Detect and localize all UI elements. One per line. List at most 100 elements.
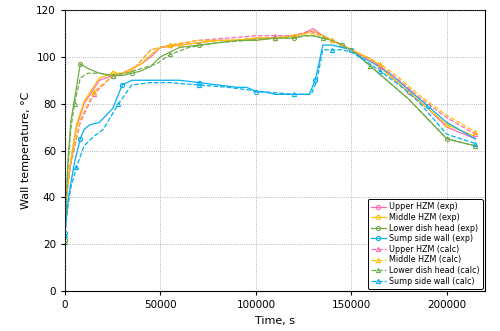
Lower dish head (exp) [176, 45, 182, 49]
Middle HZM (exp) [110, 71, 116, 75]
Sump side wall (exp) [320, 43, 326, 47]
Middle HZM (exp) [320, 34, 326, 38]
Sump side wall (calc) [330, 48, 336, 52]
Sump side wall (exp) [81, 127, 87, 131]
Lower dish head (exp) [300, 34, 306, 38]
Sump side wall (calc) [348, 50, 354, 54]
Lower dish head (exp) [320, 36, 326, 40]
Lower dish head (calc) [123, 71, 129, 75]
Sump side wall (exp) [176, 78, 182, 82]
Upper HZM (calc) [306, 29, 312, 33]
Middle HZM (exp) [358, 53, 364, 57]
Upper HZM (exp) [291, 34, 297, 38]
Middle HZM (exp) [406, 90, 411, 94]
Sump side wall (exp) [87, 123, 93, 127]
Sump side wall (exp) [444, 120, 450, 124]
Sump side wall (exp) [214, 83, 220, 87]
Upper HZM (calc) [68, 163, 73, 167]
Middle HZM (exp) [68, 158, 73, 162]
Upper HZM (exp) [330, 38, 336, 42]
Middle HZM (calc) [330, 38, 336, 42]
Upper HZM (calc) [444, 116, 450, 120]
Lower dish head (exp) [234, 38, 240, 42]
Middle HZM (exp) [472, 134, 478, 138]
Lower dish head (calc) [444, 137, 450, 141]
Upper HZM (exp) [176, 43, 182, 47]
Upper HZM (calc) [272, 34, 278, 38]
Middle HZM (exp) [272, 36, 278, 40]
Sump side wall (calc) [339, 48, 345, 52]
Upper HZM (exp) [110, 73, 116, 77]
Middle HZM (calc) [167, 43, 173, 47]
Sump side wall (exp) [472, 137, 478, 141]
Middle HZM (exp) [234, 38, 240, 42]
Lower dish head (calc) [406, 97, 411, 101]
Lower dish head (exp) [310, 34, 316, 38]
Sump side wall (exp) [249, 88, 255, 92]
Line: Lower dish head (calc): Lower dish head (calc) [63, 34, 478, 244]
Lower dish head (calc) [63, 210, 69, 213]
Line: Sump side wall (calc): Sump side wall (calc) [63, 48, 478, 237]
Lower dish head (calc) [320, 36, 326, 40]
Middle HZM (calc) [64, 191, 70, 195]
Upper HZM (exp) [358, 53, 364, 57]
Sump side wall (exp) [110, 107, 116, 111]
Middle HZM (exp) [386, 73, 392, 77]
Lower dish head (exp) [148, 64, 154, 68]
Sump side wall (exp) [406, 88, 411, 92]
Sump side wall (calc) [320, 48, 326, 52]
Sump side wall (calc) [116, 102, 121, 106]
Middle HZM (exp) [368, 57, 374, 61]
Lower dish head (calc) [310, 34, 316, 38]
Sump side wall (exp) [234, 85, 240, 89]
Lower dish head (calc) [167, 53, 173, 57]
Sump side wall (exp) [348, 48, 354, 52]
Lower dish head (exp) [158, 55, 164, 59]
Sump side wall (calc) [244, 88, 250, 92]
Middle HZM (exp) [96, 76, 102, 80]
Lower dish head (calc) [186, 45, 192, 49]
Upper HZM (calc) [472, 132, 478, 136]
Upper HZM (calc) [339, 43, 345, 47]
Sump side wall (calc) [62, 233, 68, 237]
Lower dish head (exp) [272, 36, 278, 40]
Sump side wall (calc) [262, 90, 268, 94]
Upper HZM (calc) [377, 64, 383, 68]
Upper HZM (exp) [244, 38, 250, 42]
Sump side wall (exp) [244, 85, 250, 89]
Middle HZM (calc) [306, 31, 312, 35]
Sump side wall (exp) [272, 92, 278, 96]
Upper HZM (calc) [396, 78, 402, 82]
Upper HZM (exp) [320, 34, 326, 38]
Middle HZM (calc) [68, 160, 73, 164]
Middle HZM (exp) [62, 207, 68, 211]
Sump side wall (exp) [68, 181, 73, 185]
Middle HZM (calc) [444, 114, 450, 118]
Upper HZM (exp) [368, 57, 374, 61]
Middle HZM (calc) [110, 73, 116, 77]
Lower dish head (calc) [244, 38, 250, 42]
Sump side wall (calc) [65, 205, 71, 209]
X-axis label: Time, s: Time, s [255, 316, 295, 326]
Sump side wall (exp) [368, 60, 374, 64]
Sump side wall (exp) [262, 90, 268, 94]
Middle HZM (exp) [74, 123, 80, 127]
Middle HZM (exp) [310, 29, 316, 33]
Line: Middle HZM (calc): Middle HZM (calc) [63, 31, 478, 213]
Lower dish head (calc) [96, 71, 102, 75]
Sump side wall (exp) [138, 78, 144, 82]
Middle HZM (calc) [415, 92, 421, 96]
Middle HZM (exp) [253, 36, 259, 40]
Upper HZM (exp) [214, 38, 220, 42]
Lower dish head (exp) [78, 62, 84, 66]
Middle HZM (exp) [129, 67, 135, 71]
Sump side wall (exp) [196, 81, 202, 85]
Lower dish head (exp) [65, 160, 71, 164]
Sump side wall (exp) [339, 45, 345, 49]
Middle HZM (calc) [291, 34, 297, 38]
Lower dish head (exp) [96, 71, 102, 75]
Legend: Upper HZM (exp), Middle HZM (exp), Lower dish head (exp), Sump side wall (exp), : Upper HZM (exp), Middle HZM (exp), Lower… [368, 199, 482, 289]
Upper HZM (exp) [472, 137, 478, 141]
Sump side wall (calc) [129, 83, 135, 87]
Middle HZM (calc) [348, 48, 354, 52]
